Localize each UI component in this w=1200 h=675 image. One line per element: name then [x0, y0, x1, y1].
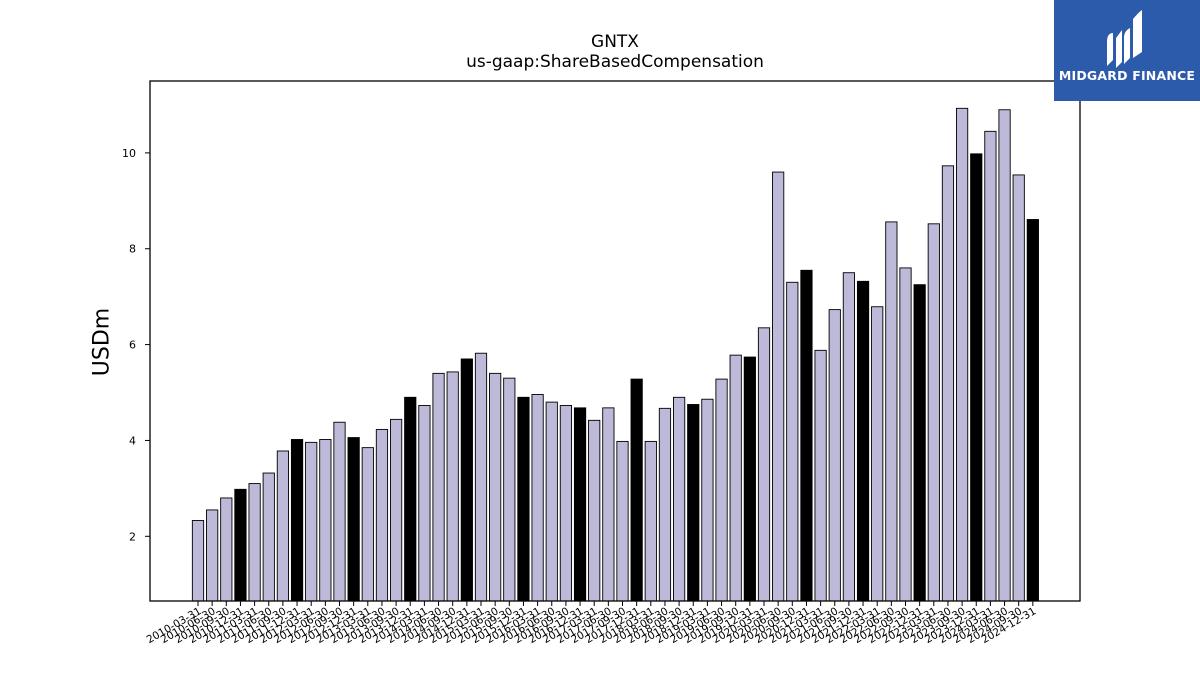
- bar: [276, 450, 290, 602]
- bar: [941, 165, 955, 602]
- bar: [729, 354, 742, 602]
- bar: [927, 223, 940, 602]
- bar: [489, 372, 502, 602]
- bar: [984, 130, 997, 602]
- y-axis-label: USDm: [89, 307, 115, 377]
- y-tick-label: 8: [129, 243, 136, 256]
- bar: [418, 405, 431, 602]
- bar: [319, 439, 332, 602]
- plot-frame: [149, 80, 1081, 602]
- bar: [658, 407, 672, 602]
- bar: [460, 358, 473, 602]
- y-tick-label: 2: [129, 530, 136, 543]
- bar: [602, 407, 615, 602]
- logo: MIDGARD FINANCE: [1054, 0, 1200, 101]
- bar: [588, 419, 601, 602]
- bar: [757, 327, 771, 602]
- bar: [220, 497, 233, 602]
- bar: [616, 440, 629, 602]
- bar: [432, 372, 445, 602]
- bar: [361, 447, 374, 602]
- bar: [786, 281, 799, 602]
- bar: [913, 284, 926, 602]
- bar: [474, 352, 488, 602]
- y-tick-label: 10: [122, 147, 136, 160]
- bar: [573, 407, 587, 602]
- y-tick-label: 6: [129, 339, 136, 352]
- bar: [871, 306, 884, 602]
- bar: [248, 483, 261, 602]
- bar: [998, 109, 1011, 602]
- bar: [856, 280, 870, 602]
- bar: [545, 401, 558, 602]
- bar: [715, 378, 728, 602]
- bar: [333, 421, 346, 602]
- bar: [1012, 174, 1025, 602]
- bar: [970, 153, 983, 602]
- bar: [644, 440, 657, 602]
- bar: [842, 272, 856, 602]
- bar: [290, 439, 304, 602]
- bar: [814, 349, 827, 602]
- bar: [956, 107, 969, 602]
- bar: [390, 418, 403, 602]
- bar: [701, 398, 714, 602]
- bar: [446, 371, 459, 602]
- bar: [206, 509, 219, 602]
- bar: [262, 472, 275, 602]
- chart-title: GNTX: [591, 32, 639, 52]
- bar: [743, 356, 756, 602]
- bar: [347, 437, 360, 602]
- chart-subtitle: us-gaap:ShareBasedCompensation: [466, 52, 764, 72]
- bar: [503, 377, 516, 602]
- bar: [531, 393, 544, 602]
- bar: [234, 488, 247, 602]
- logo-text: MIDGARD FINANCE: [1058, 68, 1196, 83]
- bar: [191, 520, 205, 602]
- bar: [1026, 219, 1039, 602]
- bar: [885, 221, 898, 602]
- bar: [800, 269, 813, 602]
- midgard-logo-icon: [1107, 10, 1142, 68]
- bar: [772, 171, 785, 602]
- bar: [687, 404, 700, 602]
- bar: [375, 428, 389, 602]
- bar: [404, 396, 417, 602]
- bar: [828, 309, 841, 602]
- bar: [559, 405, 573, 602]
- y-tick-label: 4: [129, 434, 136, 447]
- bar: [517, 396, 530, 602]
- bar: [899, 267, 912, 602]
- bar: [630, 378, 643, 602]
- bar: [305, 441, 318, 602]
- bar: [673, 396, 686, 602]
